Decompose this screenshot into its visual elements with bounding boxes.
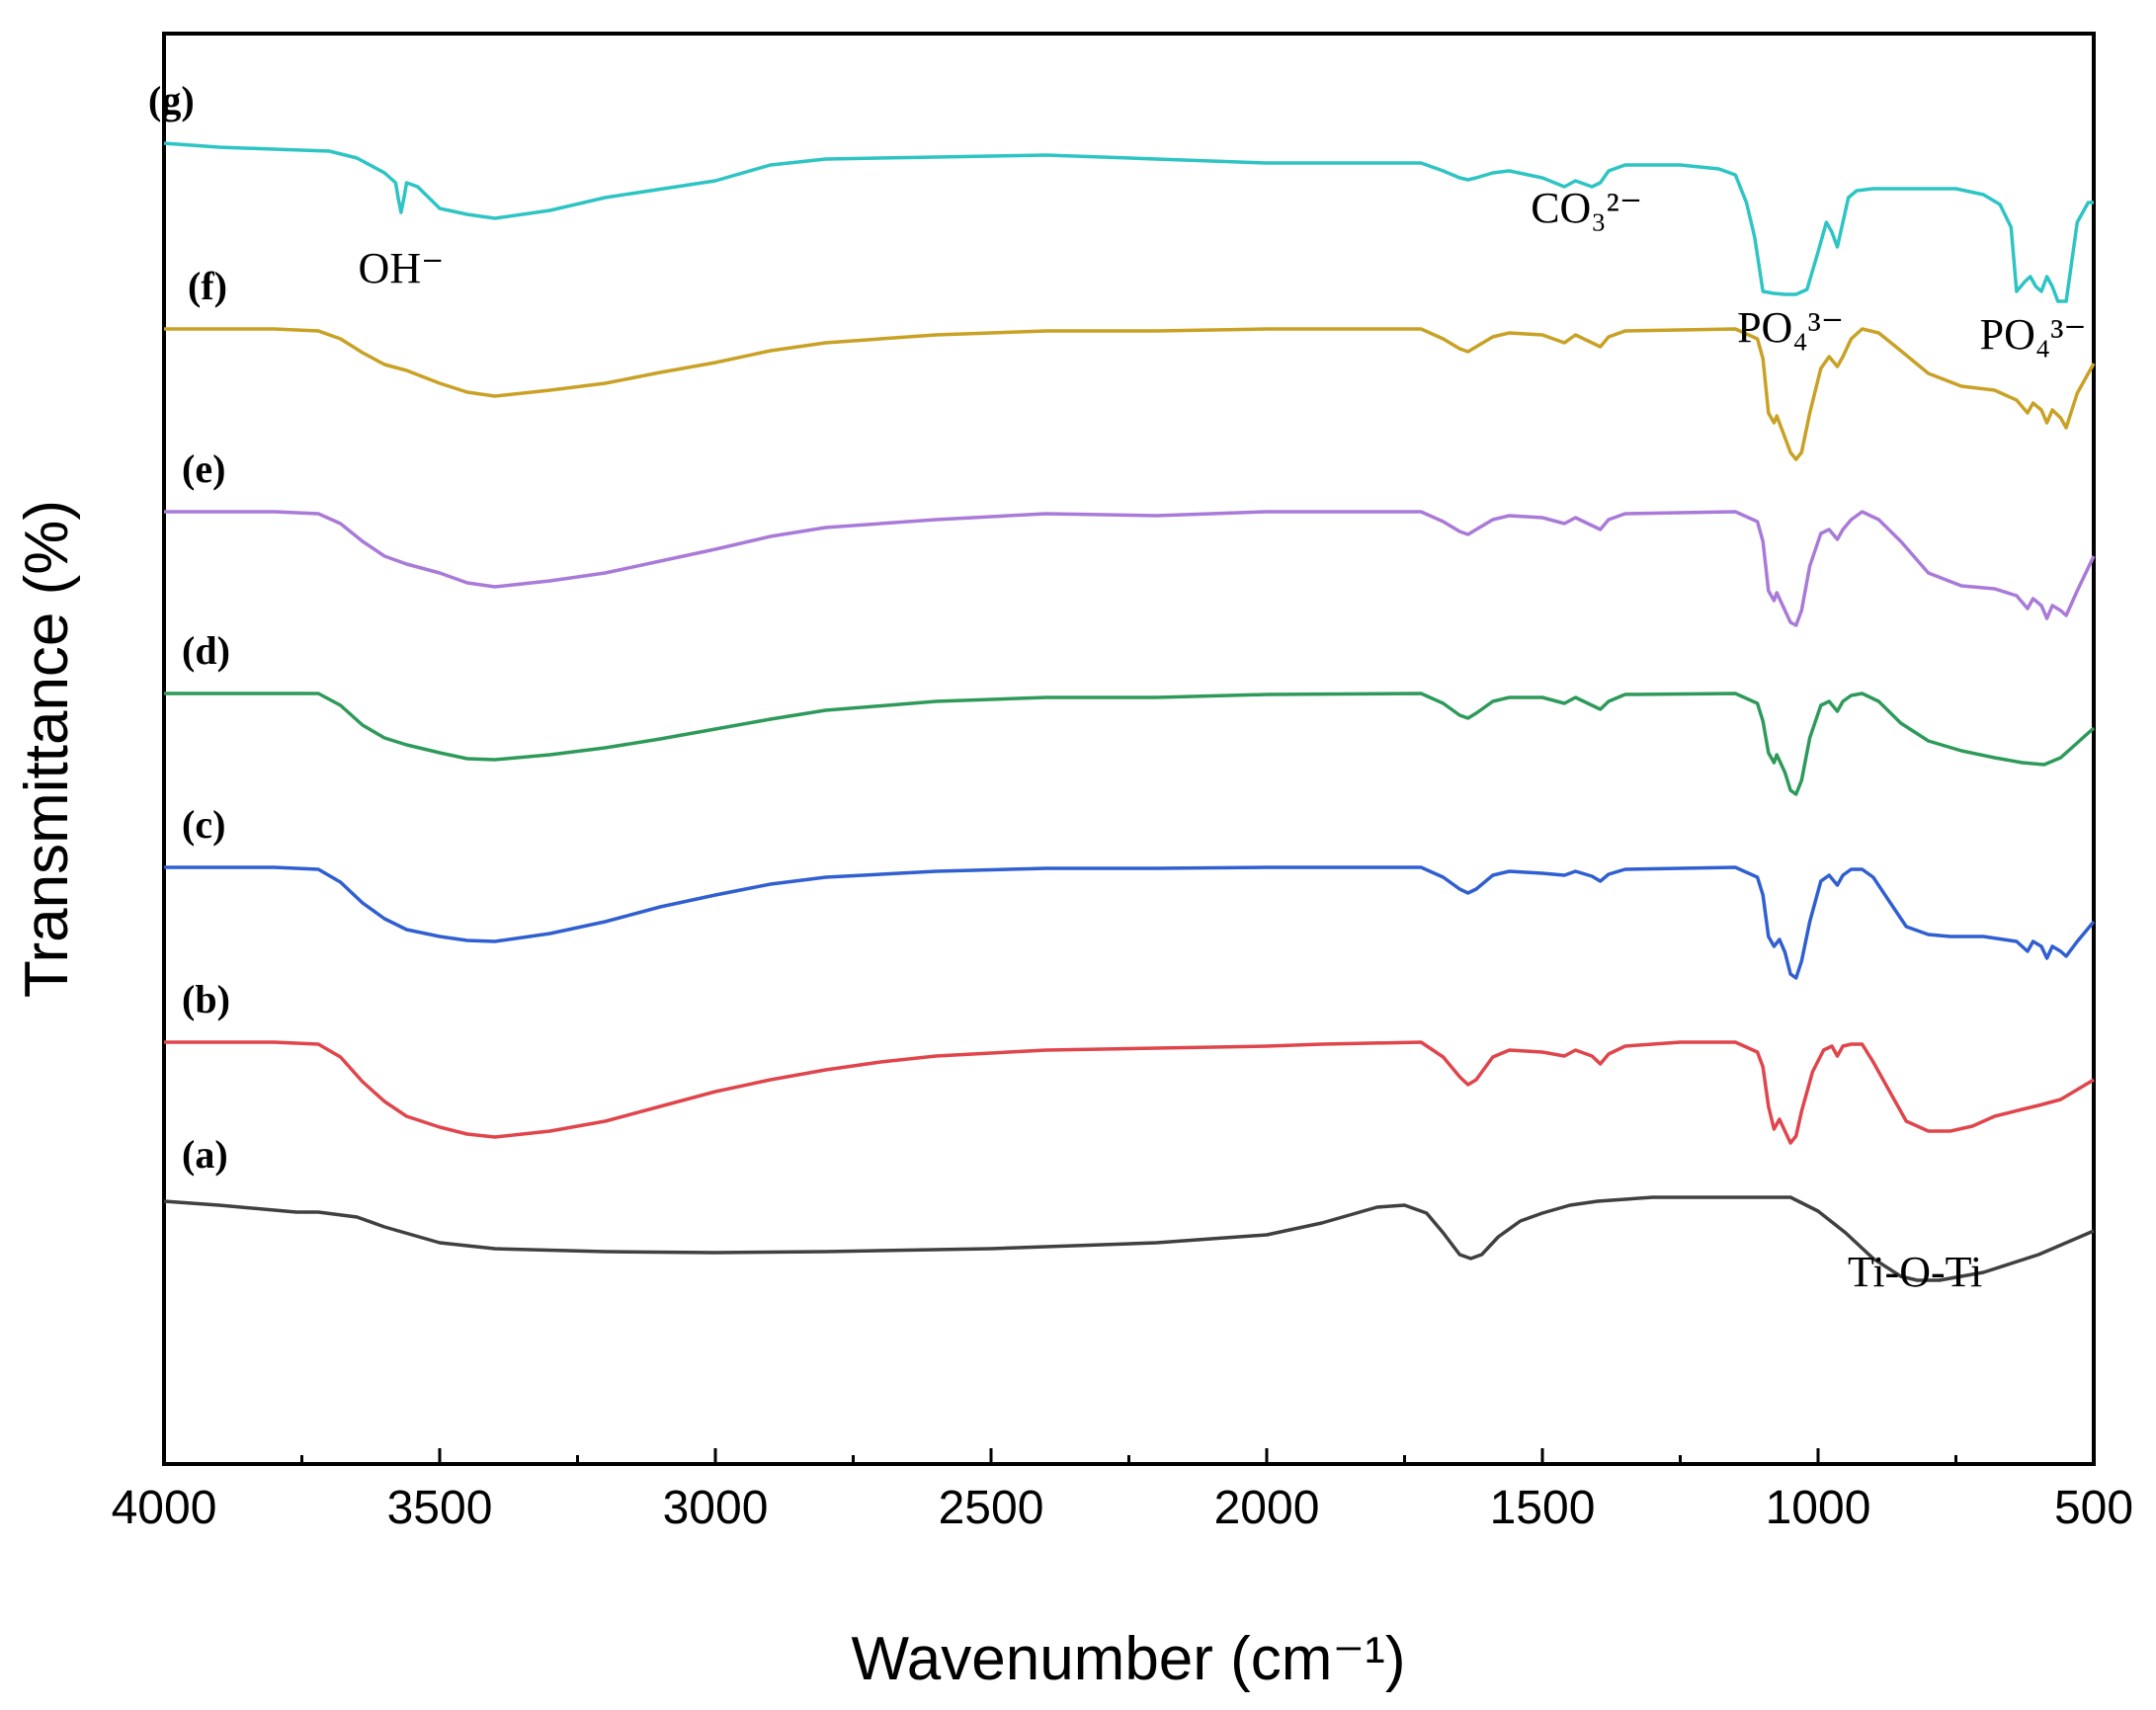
annotation-5: Ti-O-Ti: [1848, 1248, 1982, 1296]
x-axis-label: Wavenumber (cm⁻¹): [852, 1625, 1406, 1693]
series-group: [163, 141, 2096, 1282]
x-tick-label: 3500: [387, 1482, 493, 1534]
x-tick-label: 2500: [939, 1482, 1044, 1534]
curve-label: (d): [182, 628, 230, 673]
x-tick-label: 1000: [1766, 1482, 1871, 1534]
annotation-3: PO₄³⁻: [1737, 303, 1844, 352]
series-line-b: [164, 1040, 2095, 1145]
x-tick-label: 4000: [112, 1482, 217, 1534]
series-line-f: [164, 327, 2096, 461]
series-line-d: [164, 692, 2096, 796]
series-line-a: [163, 1195, 2095, 1282]
series-line-e: [164, 510, 2096, 627]
x-tick-label: 2000: [1214, 1482, 1320, 1534]
annotations: OH⁻ CO₃²⁻ PO₄³⁻ PO₄³⁻ Ti-O-Ti: [359, 184, 2087, 1296]
curve-label: (a): [182, 1132, 228, 1177]
annotation-1: OH⁻: [359, 244, 445, 292]
x-tick-label: 3000: [663, 1482, 769, 1534]
curve-label: (b): [182, 977, 230, 1021]
curve-label: (e): [182, 447, 225, 491]
curve-label: (f): [188, 264, 227, 308]
series-line-c: [164, 865, 2096, 980]
curve-label: (c): [182, 802, 225, 847]
curve-labels: (a) (b) (c) (d) (e) (f) (g): [148, 78, 230, 1177]
series-line-g: [163, 141, 2094, 303]
y-axis-label: Transmittance (%): [13, 500, 81, 998]
x-tick-label: 500: [2054, 1482, 2133, 1534]
x-tick-label: 1500: [1490, 1482, 1596, 1534]
annotation-2: CO₃²⁻: [1531, 184, 1642, 232]
annotation-4: PO₄³⁻: [1980, 310, 2087, 359]
plot-frame: [162, 32, 2096, 1466]
curve-label: (g): [148, 78, 195, 122]
x-ticks: 4000 3500 3000 2500 2000 1500 1000 500: [112, 1448, 2133, 1534]
